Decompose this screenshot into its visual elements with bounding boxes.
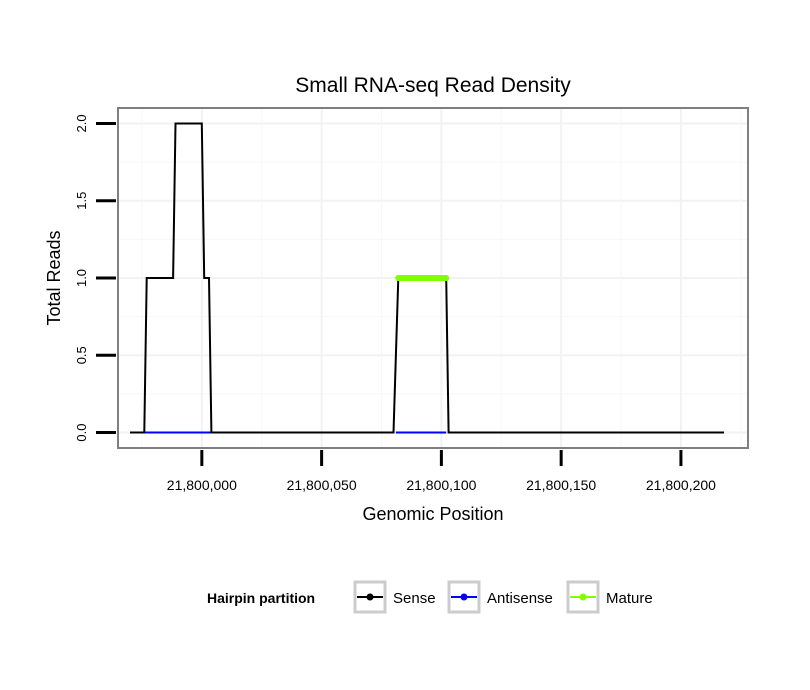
legend-label-2: Mature <box>606 590 653 607</box>
x-tick-label-3: 21,800,150 <box>526 477 596 493</box>
legend-key-dot-2 <box>579 593 587 601</box>
axes: 0.0 0.5 1.0 1.5 2.0 21,800,000 21,800,050 21,80… <box>74 114 716 493</box>
y-tick-label-0: 0.0 <box>74 424 89 442</box>
x-tick-label-4: 21,800,200 <box>646 477 716 493</box>
x-tick-label-1: 21,800,050 <box>287 477 357 493</box>
y-tick-label-1: 0.5 <box>74 346 89 364</box>
legend: Hairpin partition Sense Antisense Mature <box>207 580 653 614</box>
legend-label-0: Sense <box>393 590 436 607</box>
x-tick-label-0: 21,800,000 <box>167 477 237 493</box>
legend-key-dot-0 <box>366 593 374 601</box>
series-layer <box>130 122 724 434</box>
x-tick-label-2: 21,800,100 <box>406 477 476 493</box>
y-tick-label-4: 2.0 <box>74 114 89 132</box>
chart-title: Small RNA-seq Read Density <box>295 74 571 97</box>
legend-key-dot-1 <box>460 593 468 601</box>
legend-label-1: Antisense <box>487 590 553 607</box>
y-tick-label-3: 1.5 <box>74 192 89 210</box>
legend-title: Hairpin partition <box>207 590 315 606</box>
y-axis-label: Total Reads <box>44 230 64 325</box>
x-axis-label: Genomic Position <box>362 504 503 524</box>
y-tick-label-2: 1.0 <box>74 269 89 287</box>
plot-panel-border <box>117 107 749 449</box>
